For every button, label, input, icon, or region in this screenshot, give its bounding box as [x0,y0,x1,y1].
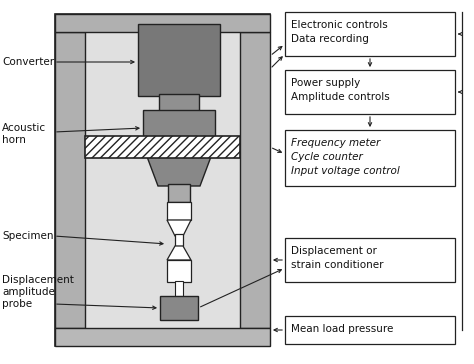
Text: Cycle counter: Cycle counter [291,152,363,162]
Text: Mean load pressure: Mean load pressure [291,324,393,334]
Bar [55,14,270,346]
Text: Displacement
amplitude
probe: Displacement amplitude probe [2,274,74,309]
Bar [285,316,455,344]
Bar [138,24,220,96]
Bar [55,328,270,346]
Bar [285,70,455,114]
Text: Specimen: Specimen [2,231,54,241]
Text: Displacement or: Displacement or [291,246,377,256]
Bar [55,32,85,328]
Text: strain conditioner: strain conditioner [291,260,383,270]
Text: Acoustic
horn: Acoustic horn [2,123,46,145]
Bar [167,202,191,220]
Bar [55,14,270,32]
Polygon shape [167,220,191,236]
Text: Input voltage control: Input voltage control [291,166,400,176]
Bar [175,281,183,296]
Text: Data recording: Data recording [291,34,369,44]
Bar [240,32,270,328]
Bar [285,12,455,56]
Bar [167,260,191,282]
Bar [159,94,199,112]
Text: Electronic controls: Electronic controls [291,20,388,30]
Text: Converter: Converter [2,57,54,67]
Bar [285,130,455,186]
Polygon shape [167,246,191,260]
Bar [143,110,215,146]
Bar [285,238,455,282]
Text: Amplitude controls: Amplitude controls [291,92,390,102]
Text: Power supply: Power supply [291,78,360,88]
Bar [168,184,190,202]
Bar [85,136,240,158]
Text: Frequency meter: Frequency meter [291,138,380,148]
Bar [175,234,183,246]
Bar [160,296,198,320]
Polygon shape [143,146,215,186]
